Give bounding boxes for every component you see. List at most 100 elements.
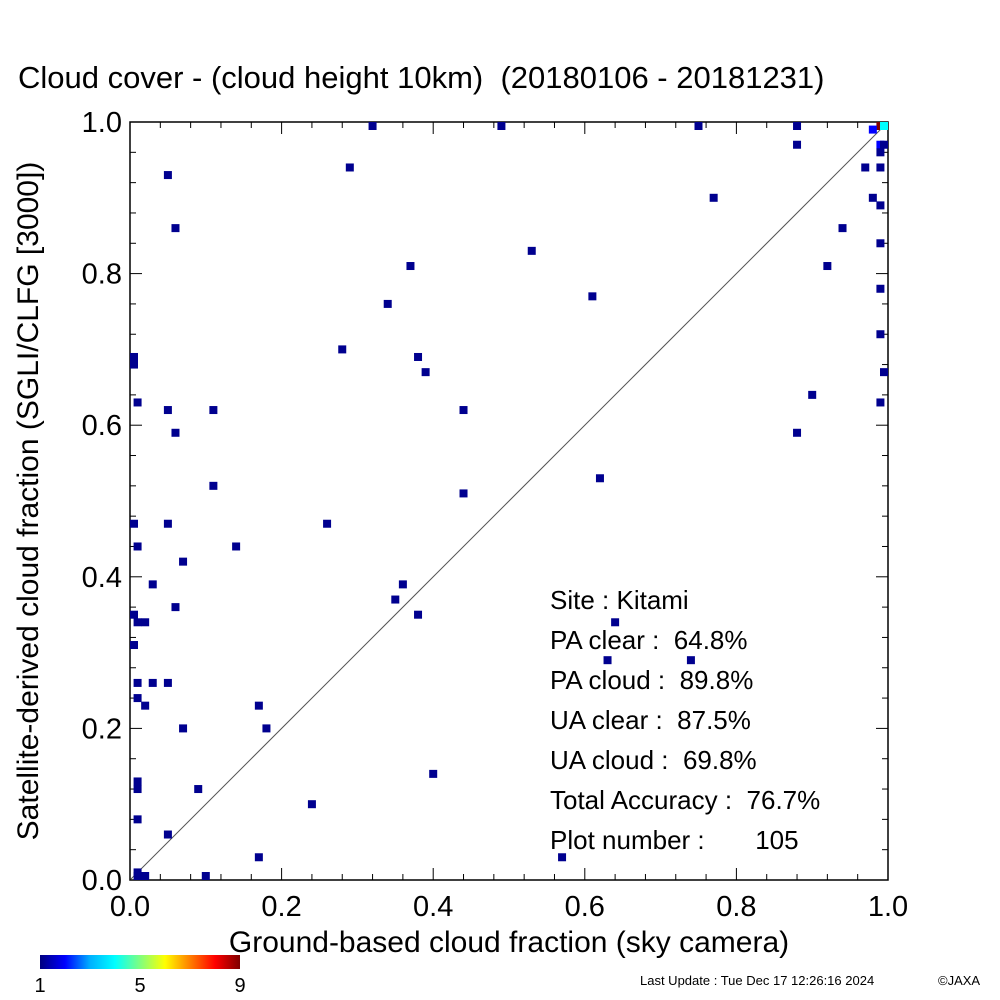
data-point (345, 163, 354, 172)
y-tick-label: 0.4 (82, 562, 122, 594)
data-point (141, 701, 150, 710)
data-point (793, 140, 802, 149)
data-point (368, 122, 377, 130)
data-point (141, 618, 150, 627)
data-point (868, 125, 877, 134)
one-to-one-line (129, 121, 889, 881)
data-point (793, 428, 802, 437)
y-axis-label: Satellite-derived cloud fraction (SGLI/C… (12, 162, 45, 841)
statistics-legend: Site : Kitami PA clear : 64.8% PA cloud : … (550, 585, 820, 855)
stats-line: Plot number : 105 (550, 825, 799, 855)
data-point (838, 224, 847, 233)
y-tick-labels: 0.0 0.2 0.4 0.6 0.8 1.0 (82, 107, 122, 897)
data-point (876, 284, 885, 293)
data-point (148, 678, 157, 687)
data-point (130, 519, 138, 528)
stats-line: PA cloud : 89.8% (550, 665, 753, 695)
x-tick-label: 1.0 (868, 891, 908, 923)
data-point (254, 853, 263, 862)
data-point (868, 193, 877, 202)
data-point (686, 656, 695, 665)
data-point (254, 701, 263, 710)
data-point (876, 163, 885, 172)
stats-line: Total Accuracy : 76.7% (550, 785, 820, 815)
data-point (262, 724, 271, 733)
data-point (130, 610, 138, 619)
data-point (880, 140, 888, 149)
data-point (880, 368, 888, 377)
x-tick-label: 0.0 (110, 891, 150, 923)
data-point (179, 557, 188, 566)
data-point (611, 618, 620, 627)
data-point (876, 330, 885, 339)
data-point (133, 785, 142, 794)
data-point (588, 292, 597, 301)
plot-frame (129, 121, 889, 881)
data-point (179, 724, 188, 733)
data-point (133, 542, 142, 551)
data-point (595, 474, 604, 483)
data-point (414, 610, 423, 619)
copyright-text: ©JAXA (938, 973, 980, 988)
data-point (459, 489, 468, 498)
stats-line: Site : Kitami (550, 585, 689, 615)
data-point (133, 678, 142, 687)
data-point (414, 352, 423, 361)
data-point (861, 163, 870, 172)
data-point (709, 193, 718, 202)
data-point (876, 398, 885, 407)
stats-line: PA clear : 64.8% (550, 625, 748, 655)
data-point (163, 171, 172, 180)
x-axis-label: Ground-based cloud fraction (sky camera) (229, 926, 789, 959)
data-point (130, 352, 138, 361)
data-point (421, 368, 430, 377)
data-point (391, 595, 400, 604)
data-point (163, 830, 172, 839)
data-point (876, 239, 885, 248)
data-point (130, 360, 138, 369)
colorbar-min-label: 1 (34, 975, 45, 997)
data-point (133, 618, 142, 627)
colorbar-gradient (40, 955, 240, 969)
data-point (130, 641, 138, 650)
data-point (209, 406, 218, 415)
stats-line: UA cloud : 69.8% (550, 745, 757, 775)
x-tick-label: 0.8 (716, 891, 756, 923)
data-point (459, 406, 468, 415)
data-point (406, 262, 415, 271)
data-point (171, 603, 180, 612)
data-point (148, 580, 157, 589)
colorbar-max-label: 9 (234, 975, 245, 997)
data-point (429, 769, 438, 778)
data-point (823, 262, 832, 271)
data-point (338, 345, 347, 354)
data-point (201, 872, 210, 880)
y-tick-label: 0.2 (82, 713, 122, 745)
data-point (876, 201, 885, 210)
colorbar: 1 5 9 (34, 955, 246, 997)
data-point (171, 428, 180, 437)
stats-line: UA clear : 87.5% (550, 705, 751, 735)
x-tick-label: 0.2 (261, 891, 301, 923)
data-points (130, 122, 888, 880)
data-point (497, 122, 506, 130)
y-tick-label: 0.8 (82, 259, 122, 291)
data-point (323, 519, 332, 528)
data-point (880, 122, 888, 130)
plot-area (129, 121, 889, 881)
data-point (133, 398, 142, 407)
data-point (163, 519, 172, 528)
data-point (793, 122, 802, 130)
data-point (163, 406, 172, 415)
data-point (307, 800, 316, 809)
last-update-text: Last Update : Tue Dec 17 12:26:16 2024 (640, 973, 874, 988)
data-point (527, 246, 536, 255)
data-point (383, 299, 392, 308)
chart-title: Cloud cover - (cloud height 10km) (20180… (18, 60, 824, 95)
colorbar-mid-label: 5 (134, 975, 145, 997)
tick-marks (129, 121, 889, 881)
data-point (876, 148, 885, 157)
data-point (808, 390, 817, 399)
data-point (398, 580, 407, 589)
